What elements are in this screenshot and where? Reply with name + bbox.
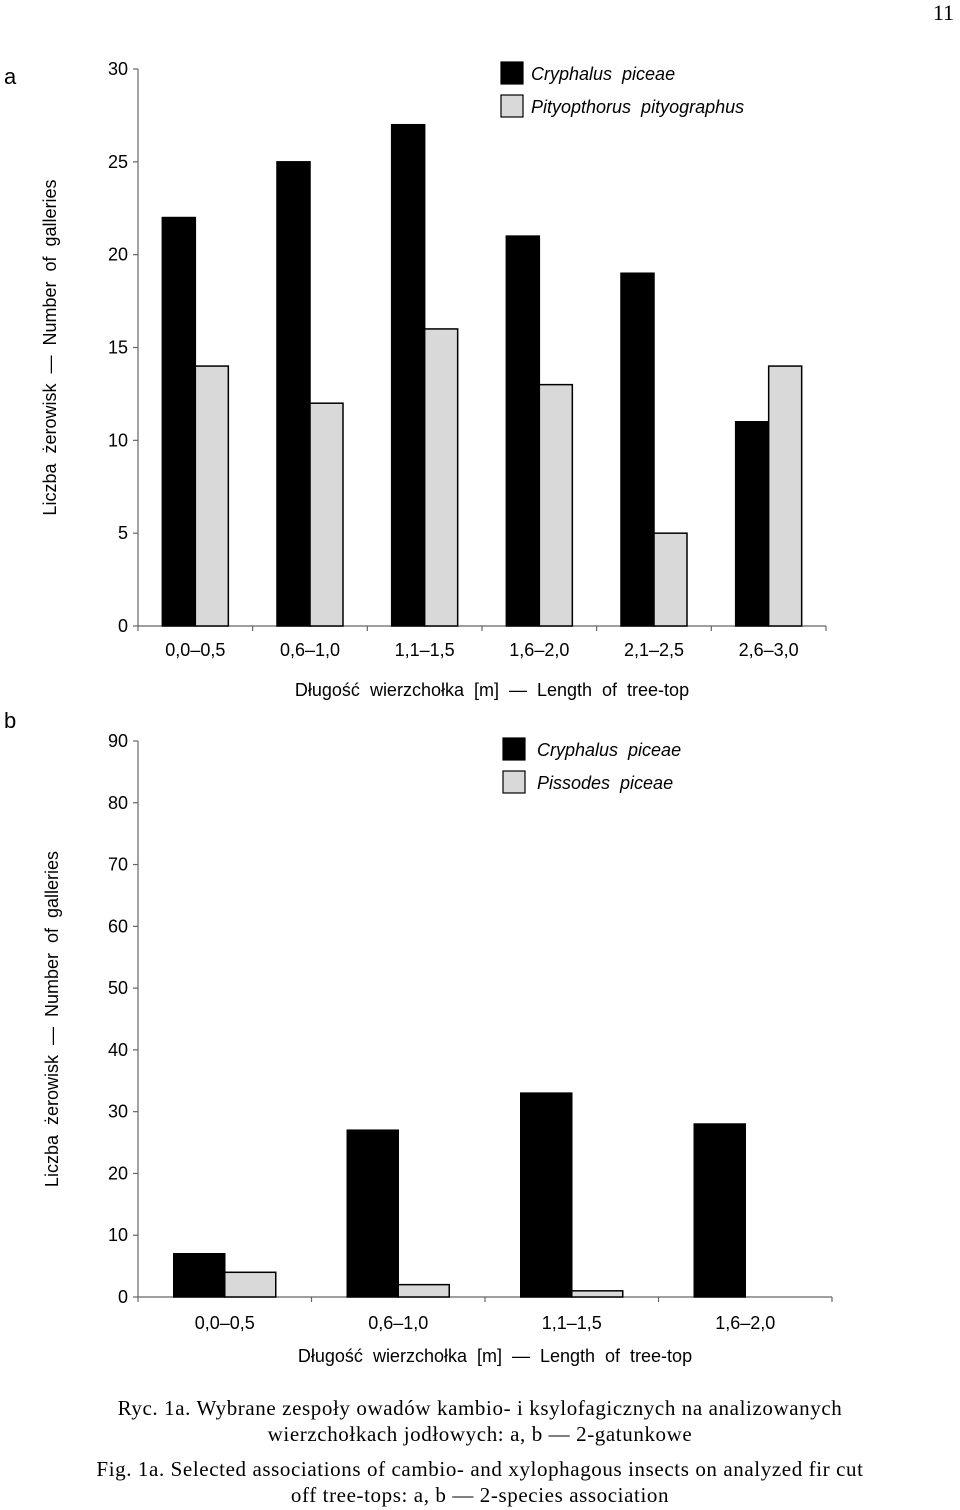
y-tick-label: 10: [108, 430, 128, 450]
bar-series-1: [734, 421, 770, 627]
y-tick-label: 30: [108, 1102, 128, 1122]
x-category-label: 1,6–2,0: [509, 640, 569, 660]
bar-series-2: [309, 402, 344, 627]
caption-english: Fig. 1a. Selected associations of cambio…: [28, 1456, 932, 1508]
y-tick-label: 10: [108, 1225, 128, 1245]
y-tick-label: 80: [108, 793, 128, 813]
x-category-label: 0,6–1,0: [368, 1313, 428, 1333]
bar-series-2: [423, 328, 459, 627]
y-tick-label: 20: [108, 245, 128, 265]
bar-series-1: [505, 235, 541, 627]
caption-polish-line-2: wierzchołkach jodłowych: a, b — 2-gatunk…: [267, 1422, 693, 1446]
bar-series-2: [571, 1290, 624, 1298]
y-tick-label: 0: [118, 616, 128, 636]
chart-panel-a: 0 5 10 15 20 25 30 0,0–0,5 0,6–1,0 1,1–1,5 1,6–2,0…: [40, 59, 827, 700]
charts-canvas: 0 5 10 15 20 25 30 0,0–0,5 0,6–1,0 1,1–1,5 1,6–2,0…: [40, 59, 833, 1366]
bar-series-1: [161, 216, 197, 627]
x-category-label: 0,0–0,5: [165, 640, 225, 660]
x-category-label: 1,6–2,0: [715, 1313, 775, 1333]
x-category-label: 0,0–0,5: [195, 1313, 255, 1333]
panel-label-a: a: [4, 64, 17, 89]
caption-english-line-2: off tree-tops: a, b — 2-species associat…: [290, 1483, 670, 1507]
y-axis-title: Liczba żerowisk — Number of galleries: [40, 179, 60, 515]
bar-series-1: [693, 1123, 746, 1298]
bar-series-1: [276, 161, 311, 627]
legend-swatch: [500, 94, 524, 118]
y-tick-label: 0: [118, 1287, 128, 1307]
legend-swatch: [502, 737, 526, 761]
y-tick-label: 40: [108, 1040, 128, 1060]
page-number: 11: [932, 0, 954, 25]
y-axis-title: Liczba żerowisk — Number of galleries: [42, 851, 62, 1187]
x-axis-title: Długość wierzchołka [m] — Length of tree…: [298, 1346, 692, 1366]
chart-panel-b: 0 10 20 30 40 50 60 70 80 90 0,0–0,5 0,6–1,0 1,1–1,5…: [42, 731, 833, 1366]
y-tick-label: 90: [108, 731, 128, 751]
bar-series-1: [346, 1129, 399, 1298]
panel-label-b: b: [4, 708, 17, 733]
legend-label: Pissodes piceae: [537, 773, 673, 793]
y-tick-label: 50: [108, 978, 128, 998]
caption-polish: Ryc. 1a. Wybrane zespoły owadów kambio- …: [40, 1395, 920, 1447]
x-category-label: 2,1–2,5: [624, 640, 684, 660]
legend-swatch: [500, 61, 524, 85]
y-tick-label: 25: [108, 152, 128, 172]
bar-series-1: [620, 272, 655, 627]
bar-series-2: [224, 1271, 277, 1298]
x-axis-title: Długość wierzchołka [m] — Length of tree…: [295, 680, 689, 700]
legend-label: Cryphalus piceae: [531, 64, 675, 84]
x-category-label: 2,6–3,0: [739, 640, 799, 660]
bar-series-2: [767, 365, 803, 627]
bar-series-2: [397, 1283, 450, 1298]
caption-polish-line-1: Ryc. 1a. Wybrane zespoły owadów kambio- …: [117, 1396, 843, 1420]
y-tick-label: 70: [108, 855, 128, 875]
legend-swatch: [502, 770, 526, 794]
x-category-label: 0,6–1,0: [280, 640, 340, 660]
y-tick-label: 5: [118, 523, 128, 543]
x-category-label: 1,1–1,5: [542, 1313, 602, 1333]
y-tick-label: 60: [108, 916, 128, 936]
bar-series-2: [194, 365, 230, 627]
caption-english-line-1: Fig. 1a. Selected associations of cambio…: [96, 1457, 864, 1481]
legend-label: Pityopthorus pityographus: [531, 97, 744, 117]
bar-series-2: [653, 532, 688, 627]
y-tick-label: 20: [108, 1163, 128, 1183]
x-category-label: 1,1–1,5: [395, 640, 455, 660]
legend-label: Cryphalus piceae: [537, 740, 681, 760]
y-tick-label: 30: [108, 59, 128, 79]
bar-series-1: [173, 1253, 226, 1298]
bar-series-2: [538, 383, 574, 627]
y-tick-label: 15: [108, 338, 128, 358]
bar-series-1: [390, 123, 426, 627]
bar-series-1: [520, 1092, 573, 1298]
